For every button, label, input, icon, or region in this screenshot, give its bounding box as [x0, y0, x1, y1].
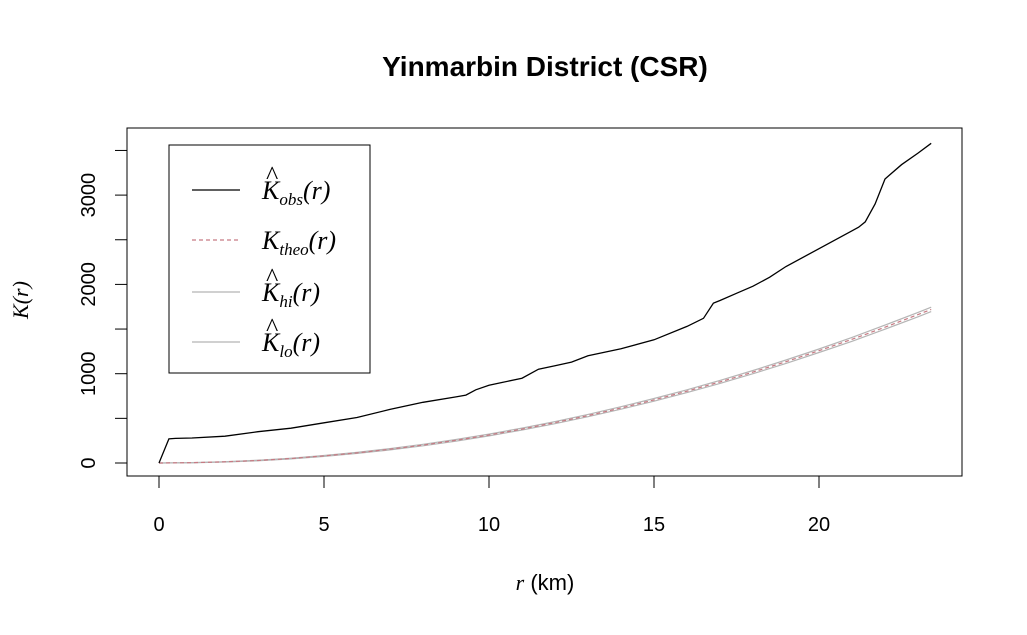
y-tick-label: 0 — [78, 457, 100, 468]
series-line-hi — [158, 306, 932, 464]
legend-item-lo: Klo(r)^ — [192, 313, 320, 361]
series-line-obs — [158, 142, 932, 464]
series-line-lo — [158, 311, 932, 464]
y-axis: 0 1000 2000 3000 — [78, 149, 128, 469]
legend-label-lo: Klo(r) — [261, 328, 320, 361]
y-tick-label: 2000 — [78, 262, 100, 307]
legend-hat-lo: ^ — [266, 313, 279, 342]
x-tick-label: 10 — [478, 514, 500, 536]
series-layer — [158, 142, 932, 464]
legend-item-theo: Ktheo(r) — [192, 226, 336, 259]
x-tick-label: 5 — [318, 514, 329, 536]
y-tick-label: 3000 — [78, 173, 100, 218]
x-axis: 0 5 10 15 20 — [153, 475, 830, 536]
chart-title: Yinmarbin District (CSR) — [382, 51, 708, 82]
legend: Kobs(r)^Ktheo(r)Khi(r)^Klo(r)^ — [168, 144, 371, 374]
x-tick-label: 15 — [643, 514, 665, 536]
legend-label-theo: Ktheo(r) — [261, 226, 336, 259]
x-tick-label: 20 — [808, 514, 830, 536]
y-axis-label: K(r) — [8, 281, 33, 320]
legend-hat-obs: ^ — [266, 161, 279, 190]
series-line-theo — [158, 308, 932, 464]
legend-item-obs: Kobs(r)^ — [192, 161, 330, 209]
legend-hat-hi: ^ — [266, 263, 279, 292]
legend-items: Kobs(r)^Ktheo(r)Khi(r)^Klo(r)^ — [192, 161, 336, 361]
x-tick-label: 0 — [153, 514, 164, 536]
legend-label-obs: Kobs(r) — [261, 176, 330, 209]
x-axis-label: r (km) — [516, 570, 575, 595]
legend-box — [168, 144, 371, 374]
legend-label-hi: Khi(r) — [261, 278, 320, 311]
legend-item-hi: Khi(r)^ — [192, 263, 320, 311]
y-tick-label: 1000 — [78, 351, 100, 396]
